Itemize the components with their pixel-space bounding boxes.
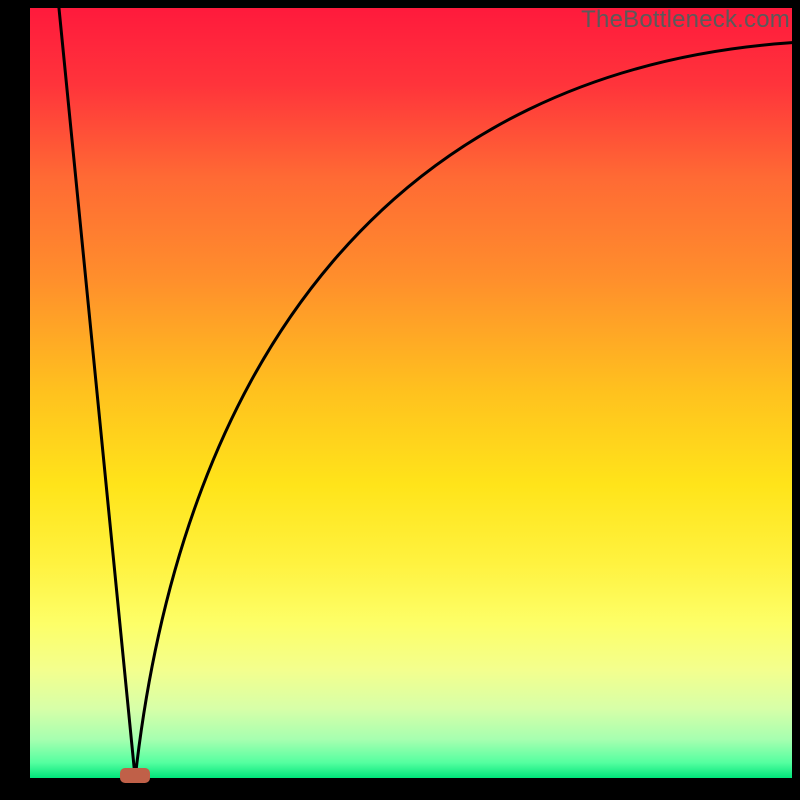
plot-area (30, 8, 792, 778)
chart-container: TheBottleneck.com (0, 0, 800, 800)
optimal-point-marker (120, 768, 150, 783)
watermark-text: TheBottleneck.com (581, 6, 790, 34)
bottleneck-curve (30, 8, 792, 778)
